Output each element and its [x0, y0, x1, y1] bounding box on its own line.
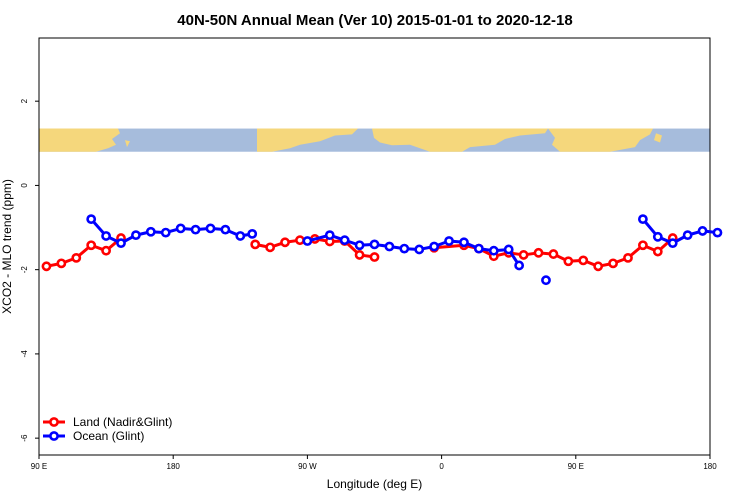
map-ocean: [39, 128, 710, 152]
data-point: [697, 226, 708, 236]
data-point: [503, 244, 514, 255]
y-tick-label: 2: [20, 98, 29, 103]
map-land-east-asia: [548, 128, 653, 152]
x-axis-label: Longitude (deg E): [327, 477, 422, 491]
data-point: [473, 243, 484, 254]
data-point: [712, 227, 723, 238]
data-point: [56, 258, 67, 269]
legend-marker: [49, 417, 59, 427]
series-line: [307, 233, 521, 267]
y-tick-label: 0: [20, 183, 29, 188]
map-land-japan: [654, 133, 662, 143]
data-point: [302, 236, 313, 246]
data-point: [533, 247, 544, 258]
data-point: [235, 231, 246, 241]
data-point: [324, 230, 335, 241]
legend-label: Ocean (Glint): [73, 429, 144, 443]
data-point: [488, 245, 499, 256]
legend: Land (Nadir&Glint)Ocean (Glint): [43, 415, 172, 443]
data-point: [399, 243, 410, 254]
data-point: [548, 249, 559, 259]
y-tick-label: -4: [20, 350, 29, 358]
data-point: [131, 230, 141, 241]
x-tick-label: 90 W: [298, 462, 317, 471]
x-tick-label: 90 E: [31, 462, 47, 471]
data-point: [414, 244, 425, 255]
legend-label: Land (Nadir&Glint): [73, 415, 172, 429]
data-point: [205, 223, 216, 234]
data-point: [280, 237, 290, 248]
data-point: [339, 235, 350, 246]
data-point: [682, 230, 693, 241]
map-land-asia: [39, 128, 120, 152]
data-point: [518, 250, 529, 260]
data-point: [265, 242, 276, 253]
data-point: [145, 226, 156, 237]
series-land: [41, 233, 678, 272]
data-point: [354, 250, 365, 260]
data-point: [175, 223, 186, 234]
map-land-north-america: [257, 128, 358, 152]
data-point: [86, 214, 97, 225]
x-tick-label: 180: [703, 462, 717, 471]
world-map-band: [39, 128, 710, 152]
data-point: [41, 261, 52, 272]
y-axis-label: XCO2 - MLO trend (ppm): [0, 179, 14, 314]
data-point: [250, 239, 261, 250]
data-point: [369, 252, 380, 262]
data-point: [514, 260, 525, 271]
data-point: [563, 256, 574, 267]
data-point: [369, 239, 380, 250]
map-land-britain: [398, 135, 408, 142]
data-point: [652, 231, 663, 242]
data-point: [578, 255, 589, 266]
data-point: [86, 240, 97, 251]
x-axis: 90 E 180 90 W 0 90 E 180: [31, 455, 717, 471]
data-point: [593, 261, 604, 272]
y-axis: 2 0 -2 -4 -6: [20, 98, 39, 442]
data-point: [101, 245, 111, 256]
map-land-europe-asia: [372, 128, 548, 152]
series-ocean: [86, 214, 723, 286]
y-tick-label: -6: [20, 434, 29, 442]
x-tick-label: 180: [167, 462, 181, 471]
series-line: [434, 236, 674, 268]
legend-marker: [49, 431, 59, 441]
data-point: [459, 237, 469, 248]
chart-title: 40N-50N Annual Mean (Ver 10) 2015-01-01 …: [177, 12, 572, 29]
data-point: [638, 214, 648, 225]
data-point: [116, 238, 126, 249]
data-point: [160, 227, 171, 238]
x-tick-label: 90 E: [568, 462, 584, 471]
data-point: [101, 231, 111, 241]
data-point: [190, 224, 201, 235]
data-point: [295, 235, 305, 246]
data-point: [667, 238, 678, 249]
data-point: [444, 236, 454, 246]
series-layer: [41, 214, 723, 286]
data-point: [354, 240, 365, 251]
map-land-island: [125, 140, 130, 148]
data-point: [384, 241, 395, 252]
plot-frame: [38, 37, 711, 456]
data-point: [623, 252, 633, 263]
data-point: [71, 252, 82, 263]
data-point: [220, 224, 231, 235]
data-point: [652, 246, 663, 257]
data-point: [541, 275, 551, 286]
data-point: [429, 241, 440, 252]
data-point: [247, 228, 258, 239]
x-tick-label: 0: [439, 462, 444, 471]
data-point: [638, 240, 648, 251]
y-tick-label: -2: [20, 266, 29, 274]
data-point: [608, 258, 618, 269]
